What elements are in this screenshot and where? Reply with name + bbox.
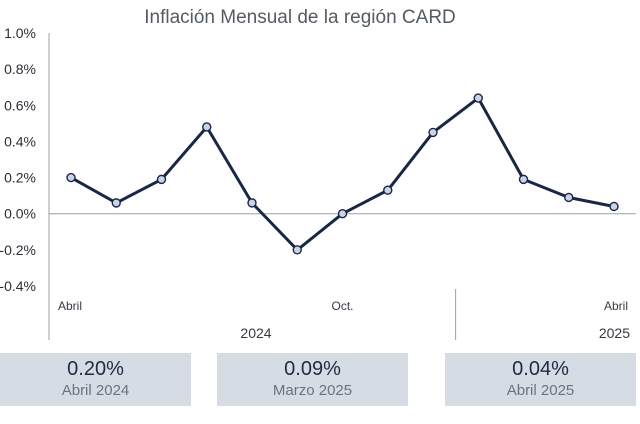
data-point xyxy=(609,201,619,212)
data-point xyxy=(292,245,302,255)
y-tick-label: 0.0% xyxy=(4,206,36,222)
data-point xyxy=(518,174,529,185)
y-tick-label: -0.2% xyxy=(0,242,36,258)
y-tick-label: 0.6% xyxy=(4,97,36,113)
kpi-label: Abril 2025 xyxy=(506,382,575,399)
kpi-value: 0.09% xyxy=(284,358,341,380)
data-point xyxy=(156,174,167,185)
kpi-card-abril-2024: 0.20% Abril 2024 xyxy=(0,353,191,406)
kpi-label: Abril 2024 xyxy=(61,382,130,399)
data-point xyxy=(66,172,76,183)
y-tick-label: 0.2% xyxy=(4,170,36,186)
data-point xyxy=(473,93,483,103)
line-chart: 1.0% 0.8% 0.6% 0.4% 0.2% 0.0% -0.2% -0.4% Abril O… xyxy=(0,25,636,341)
series-line xyxy=(70,96,615,252)
x-month-label: Abril xyxy=(604,299,628,313)
y-tick-label: 1.0% xyxy=(4,25,36,41)
data-point xyxy=(337,209,348,219)
y-tick-label: -0.4% xyxy=(0,278,36,294)
kpi-card-abril-2025: 0.04% Abril 2025 xyxy=(445,353,636,406)
data-point xyxy=(111,198,121,208)
x-year-label: 2024 xyxy=(240,325,271,341)
kpi-value: 0.20% xyxy=(67,358,124,380)
data-point xyxy=(564,192,574,203)
chart-title: Inflación Mensual de la región CARD xyxy=(144,7,456,28)
y-tick-label: 0.4% xyxy=(4,133,36,149)
data-point xyxy=(383,185,393,195)
data-point xyxy=(247,198,257,208)
kpi-label: Marzo 2025 xyxy=(272,382,353,399)
kpi-value: 0.04% xyxy=(512,358,569,380)
x-month-label: Abril xyxy=(58,299,82,313)
x-year-label: 2025 xyxy=(599,325,630,341)
kpi-card-marzo-2025: 0.09% Marzo 2025 xyxy=(217,353,408,406)
x-month-label: Oct. xyxy=(331,299,353,313)
data-point xyxy=(428,127,438,138)
y-tick-label: 0.8% xyxy=(4,61,36,77)
data-point xyxy=(202,122,212,132)
